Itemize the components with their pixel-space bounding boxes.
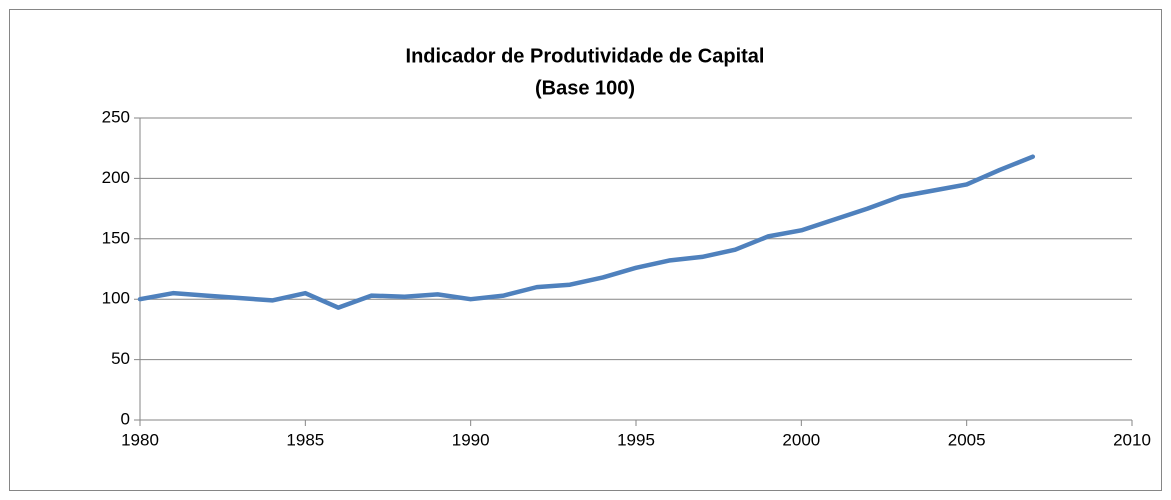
- data-line: [137, 154, 1036, 310]
- y-tick-label: 100: [102, 289, 130, 308]
- x-tick-label: 1990: [452, 430, 490, 449]
- x-tick-label: 1995: [617, 430, 655, 449]
- x-tick-label: 2010: [1113, 430, 1151, 449]
- x-tick-label: 1985: [286, 430, 324, 449]
- chart-frame: [9, 9, 1162, 491]
- y-tick-label: 150: [102, 228, 130, 247]
- y-tick-label: 0: [121, 409, 130, 428]
- x-tick-label: 2000: [782, 430, 820, 449]
- y-tick-label: 50: [111, 349, 130, 368]
- x-tick-label: 1980: [121, 430, 159, 449]
- chart-subtitle: (Base 100): [535, 77, 635, 99]
- y-tick-label: 250: [102, 107, 130, 126]
- y-tick-label: 200: [102, 168, 130, 187]
- chart-title: Indicador de Produtividade de Capital: [406, 45, 765, 67]
- x-tick-label: 2005: [948, 430, 986, 449]
